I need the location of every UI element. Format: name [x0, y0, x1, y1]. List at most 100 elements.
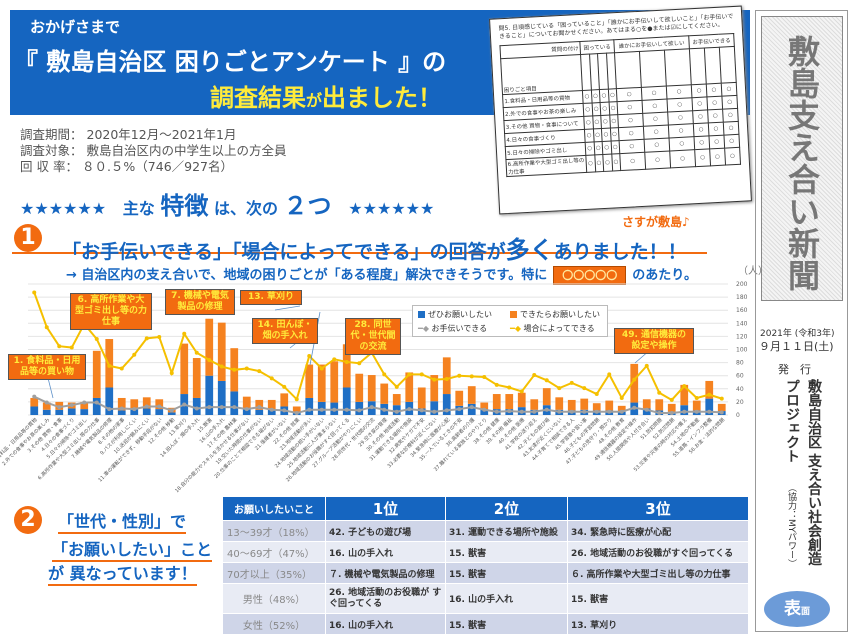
bar-segment-zehi	[480, 409, 489, 415]
bar-segment-dekitara	[530, 399, 539, 410]
feat-b: 特徴	[160, 192, 209, 220]
col-header: 1位	[325, 496, 446, 521]
bar-segment-dekitara	[105, 339, 114, 388]
point-baai	[532, 373, 537, 378]
chart-legend: ぜひお願いしたい できたらお願いしたい ━◆ お手伝いできる ━◆ 場合によってでき…	[412, 305, 608, 337]
survey-radio: ○	[723, 134, 740, 149]
point-otetsudai	[582, 409, 587, 414]
bar-segment-dekitara	[405, 372, 414, 402]
point-baai	[344, 359, 349, 364]
point-otetsudai	[319, 407, 324, 412]
point-baai	[269, 376, 274, 381]
point-otetsudai	[669, 411, 674, 416]
legend-item: ぜひお願いしたい	[418, 309, 510, 320]
x-tick-label: 1.食料品・日用品等の買物	[0, 416, 39, 463]
bar-segment-dekitara	[380, 383, 389, 404]
bar-segment-dekitara	[117, 397, 126, 411]
point-otetsudai	[219, 405, 224, 410]
point-baai	[319, 366, 324, 371]
bar-segment-zehi	[442, 394, 451, 415]
bar-segment-dekitara	[492, 394, 501, 410]
bar-segment-zehi	[92, 397, 101, 415]
info-label: 回 収 率：	[20, 159, 78, 174]
point-baai	[507, 385, 512, 390]
point-otetsudai	[594, 409, 599, 414]
point-baai	[219, 364, 224, 369]
point-otetsudai	[57, 405, 62, 410]
header-subtitle: 調査結果が出ました！	[210, 78, 442, 113]
bar-segment-zehi	[430, 401, 439, 415]
bar-segment-dekitara	[292, 406, 301, 412]
point-baai	[69, 345, 74, 350]
point-baai	[682, 384, 687, 389]
bar-segment-dekitara	[480, 402, 489, 410]
bar-segment-dekitara	[355, 373, 364, 402]
s1-b: 多く	[505, 236, 554, 264]
chart-callout: 1. 食料品・日用品等の買い物	[8, 354, 86, 380]
table-cell: 16. 山の手入れ	[325, 613, 446, 635]
info-value: 2020年12月～2021年1月	[86, 127, 237, 142]
section-number-badge: 1	[14, 224, 42, 252]
point-otetsudai	[644, 407, 649, 412]
bar-segment-dekitara	[205, 318, 214, 376]
bar-segment-zehi	[142, 408, 151, 415]
bar-segment-zehi	[55, 409, 64, 415]
survey-radio: ○	[692, 109, 709, 124]
chart-callout: 6. 高所作業や大型ゴミ出し等の力仕事	[70, 293, 152, 330]
table-cell: 26. 地域活動のお役職が すぐ回ってくる	[325, 583, 446, 614]
side-a: 表	[783, 599, 801, 619]
line-otetsudai	[33, 395, 722, 415]
bar-segment-dekitara	[580, 398, 589, 410]
point-baai	[594, 392, 599, 397]
bar-segment-dekitara	[680, 384, 689, 406]
bar-segment-dekitara	[667, 403, 676, 412]
y-tick-label: 80	[736, 360, 744, 367]
point-otetsudai	[44, 400, 49, 405]
stacked-bar-chart: 0 20 40 60 80 100 120 140 160 180 200 1.食料品・日用品等の買物…	[0, 281, 748, 494]
bar-segment-dekitara	[367, 375, 376, 402]
survey-radio: ○	[708, 135, 725, 149]
chart-callout: 13. 草刈り	[240, 290, 302, 305]
survey-radio: ○	[619, 152, 646, 171]
section1-heading: 1 「お手伝いできる」「場合によってできる」の回答が多くありました！！	[12, 224, 707, 264]
bar-segment-dekitara	[592, 403, 601, 411]
info-label: 調査対象：	[20, 143, 83, 158]
bar-segment-dekitara	[305, 364, 314, 398]
bar-segment-dekitara	[455, 390, 464, 406]
sub-c: 出ました	[322, 84, 419, 112]
point-otetsudai	[69, 403, 74, 408]
newspaper-title: 敷島支え合い新聞	[761, 16, 843, 301]
note-b: のあたり。	[632, 268, 697, 283]
legend-item: ━◆ お手伝いできる	[418, 324, 488, 333]
s2-line3: が 異なっています！	[48, 560, 197, 586]
point-baai	[569, 380, 574, 385]
point-otetsudai	[382, 407, 387, 412]
s1-c: ありました！！	[553, 241, 687, 263]
bar-segment-dekitara	[417, 387, 426, 409]
point-otetsudai	[432, 409, 437, 414]
bar-segment-zehi	[42, 409, 51, 415]
table-cell: 42. 子どもの遊び場	[325, 520, 446, 542]
point-baai	[469, 374, 474, 379]
point-baai	[44, 325, 49, 330]
point-baai	[632, 377, 637, 382]
y-tick-label: 60	[736, 373, 744, 380]
table-cell: ６. 高所作業や大型ゴミ出し等の力仕事	[567, 562, 749, 584]
bar-segment-dekitara	[342, 344, 351, 388]
point-baai	[432, 377, 437, 382]
bar-segment-dekitara	[630, 363, 639, 403]
legend-label: 場合によってできる	[523, 324, 595, 333]
chart-callout: 7. 機械や電気製品の修理	[165, 289, 235, 315]
survey-radio: ○	[694, 148, 711, 167]
survey-radio: ○	[691, 83, 707, 98]
point-baai	[332, 357, 337, 362]
bar-segment-zehi	[267, 409, 276, 415]
point-baai	[207, 357, 212, 362]
point-otetsudai	[157, 404, 162, 409]
table-cell: ７. 機械や電気製品の修理	[325, 562, 446, 584]
point-otetsudai	[407, 407, 412, 412]
survey-form-image: 問5. 日頃感じている「困っていること」「誰かにお手伝いして欲しいこと」「お手伝…	[489, 5, 752, 215]
bar-segment-dekitara	[192, 358, 201, 398]
s1-a: 「お手伝いできる」「場合によってできる」の回答が	[62, 241, 506, 263]
table-cell: 31. 運動できる場所や施設	[445, 520, 568, 542]
